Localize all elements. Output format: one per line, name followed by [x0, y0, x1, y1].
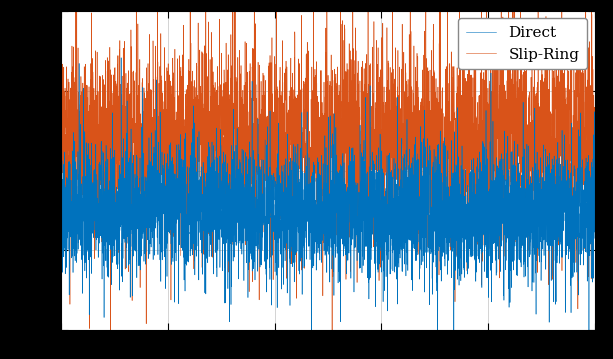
Slip-Ring [262, 178, 269, 183]
Direct [118, 56, 125, 60]
Direct [405, 175, 412, 180]
Slip-Ring [591, 169, 598, 173]
Legend: Direct, Slip-Ring: Direct, Slip-Ring [458, 18, 587, 69]
Direct [496, 159, 503, 164]
Direct [591, 236, 598, 241]
Slip-Ring [58, 101, 65, 106]
Direct [58, 193, 65, 197]
Direct [154, 140, 162, 144]
Slip-Ring [378, 170, 385, 174]
Direct [455, 274, 463, 278]
Direct [262, 138, 269, 142]
Direct [378, 270, 385, 274]
Slip-Ring [455, 168, 463, 173]
Slip-Ring [496, 83, 503, 88]
Slip-Ring [107, 336, 114, 340]
Slip-Ring [154, 114, 162, 118]
Line: Slip-Ring: Slip-Ring [61, 0, 595, 338]
Line: Direct: Direct [61, 58, 595, 359]
Slip-Ring [405, 144, 412, 148]
